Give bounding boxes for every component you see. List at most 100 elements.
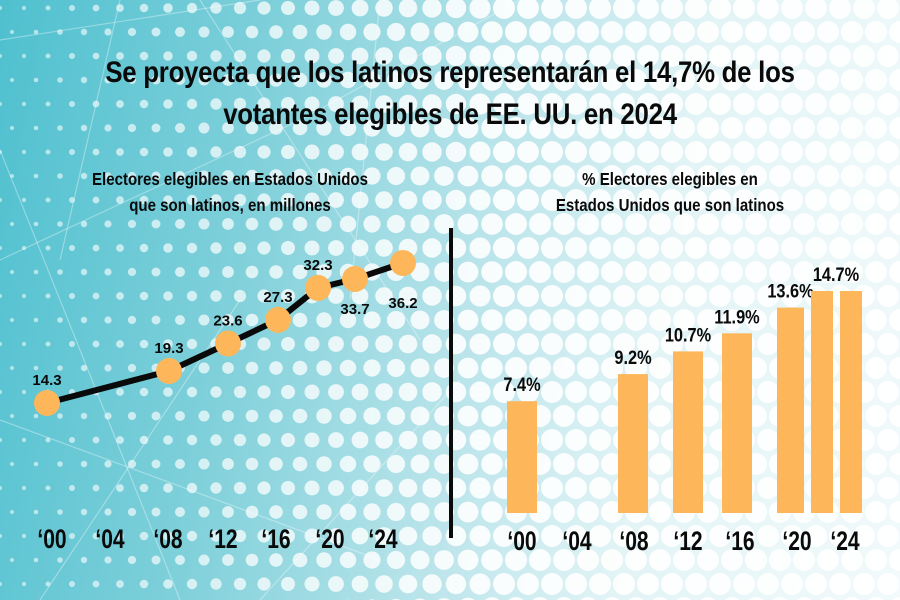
background-dot xyxy=(92,52,100,60)
background-dot xyxy=(80,508,88,516)
background-dot xyxy=(709,189,731,211)
background-dot xyxy=(210,50,222,62)
background-dot xyxy=(222,218,234,230)
background-dot xyxy=(245,265,259,279)
background-dot xyxy=(469,573,491,595)
background-dot xyxy=(186,290,198,302)
background-dot xyxy=(553,357,575,379)
data-label: 33.7 xyxy=(340,301,369,318)
background-dot xyxy=(127,267,137,277)
background-dot xyxy=(45,341,51,347)
data-point xyxy=(215,330,241,357)
background-dot xyxy=(685,237,707,259)
background-dot xyxy=(339,71,357,89)
background-dot xyxy=(709,0,731,19)
background-dot xyxy=(652,597,668,600)
background-dot xyxy=(292,264,308,280)
background-dot xyxy=(139,339,149,349)
background-dot xyxy=(685,573,707,595)
background-dot xyxy=(69,149,75,155)
background-dot xyxy=(481,501,503,523)
background-dot xyxy=(481,117,503,139)
background-dot xyxy=(210,530,222,542)
background-dot xyxy=(104,316,112,324)
background-dot xyxy=(649,21,671,43)
background-dot xyxy=(625,21,647,43)
background-dot xyxy=(805,45,827,67)
background-dot xyxy=(625,261,647,283)
background-dot xyxy=(104,172,112,180)
background-dot xyxy=(601,165,623,187)
background-dot xyxy=(517,0,539,19)
background-dot xyxy=(649,453,671,475)
background-dot xyxy=(198,122,210,134)
background-dot xyxy=(257,193,271,207)
background-dot xyxy=(529,357,551,379)
background-dot xyxy=(257,289,271,303)
background-dot xyxy=(434,454,454,474)
background-dot xyxy=(328,336,344,352)
bar xyxy=(618,374,648,513)
background-dot xyxy=(589,525,611,547)
data-label: 27.3 xyxy=(263,289,292,306)
background-dot xyxy=(553,405,575,427)
background-dot xyxy=(745,21,767,43)
background-dot xyxy=(865,117,887,139)
background-dot xyxy=(733,141,755,163)
background-dot xyxy=(45,53,51,59)
background-dot xyxy=(163,387,173,397)
background-dot xyxy=(601,357,623,379)
background-dot xyxy=(769,213,791,235)
background-dot xyxy=(589,333,611,355)
background-dot xyxy=(92,148,100,156)
background-dot xyxy=(127,507,137,517)
background-dot xyxy=(127,315,137,325)
background-dot xyxy=(865,453,887,475)
background-dot xyxy=(45,245,51,251)
background-dot xyxy=(709,45,731,67)
background-dot xyxy=(637,141,659,163)
background-dot xyxy=(649,357,671,379)
background-dot xyxy=(351,575,369,593)
background-dot xyxy=(281,577,295,591)
background-dot xyxy=(245,121,259,135)
background-dot xyxy=(69,437,75,443)
background-dot xyxy=(304,336,320,352)
background-dot xyxy=(375,575,393,593)
background-dot xyxy=(817,213,839,235)
background-dot xyxy=(57,509,63,515)
background-dot xyxy=(292,72,308,88)
background-dot xyxy=(889,117,900,139)
background-dot xyxy=(553,453,575,475)
background-dot xyxy=(104,508,112,516)
background-dot xyxy=(577,501,599,523)
background-dot xyxy=(21,389,27,395)
background-dot xyxy=(877,429,899,451)
background-dot xyxy=(245,25,259,39)
background-dot xyxy=(769,165,791,187)
background-dot xyxy=(649,405,671,427)
background-dot xyxy=(697,549,719,571)
background-dot xyxy=(484,597,500,600)
background-dot xyxy=(661,0,683,19)
background-dot xyxy=(601,117,623,139)
background-dot xyxy=(186,338,198,350)
background-dot xyxy=(351,479,369,497)
background-dot xyxy=(139,387,149,397)
background-dot xyxy=(398,334,418,354)
background-dot xyxy=(151,555,161,565)
background-dot xyxy=(724,597,740,600)
background-dot xyxy=(673,21,695,43)
background-dot xyxy=(841,213,863,235)
background-dot xyxy=(445,0,467,19)
background-dot xyxy=(604,597,620,600)
background-dot xyxy=(269,121,283,135)
background-dot xyxy=(757,93,779,115)
background-dot xyxy=(865,261,887,283)
background-dot xyxy=(304,528,320,544)
background-dot xyxy=(865,405,887,427)
background-dot xyxy=(817,69,839,91)
background-dot xyxy=(517,237,539,259)
background-dot xyxy=(69,341,75,347)
background-dot xyxy=(233,97,247,111)
